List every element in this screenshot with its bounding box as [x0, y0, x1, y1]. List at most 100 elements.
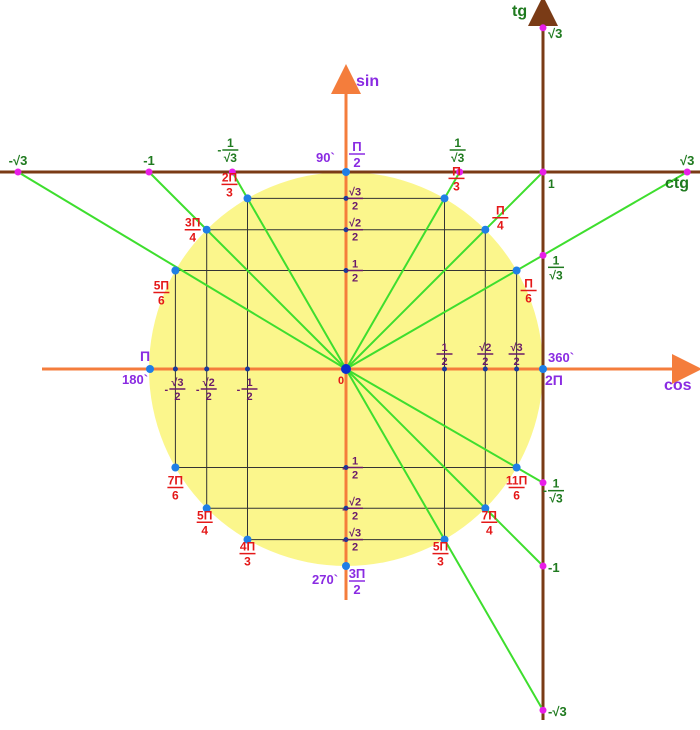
angle-label: 5Π3	[432, 540, 449, 569]
angle-point	[202, 225, 211, 234]
cos-tick-label: √22	[477, 342, 494, 368]
sin-tick-label: √22	[347, 218, 363, 244]
tg-tick-label: -1	[548, 560, 560, 575]
cos-tick	[204, 366, 210, 372]
fraction-denominator: 2	[174, 391, 180, 403]
angle-point	[202, 504, 211, 513]
cos-tick	[442, 366, 447, 372]
fraction-sign: -	[217, 143, 221, 157]
angle-point	[243, 194, 252, 203]
ctg-tick-point	[14, 168, 22, 176]
fraction-numerator: √3	[171, 377, 183, 389]
sin-tick-label: √2 2-	[342, 496, 363, 522]
label-pi-over-2: Π2	[349, 139, 365, 170]
fraction-numerator: 2Π	[222, 170, 237, 184]
cos-tick	[482, 366, 488, 372]
tg-tick-label: -√3	[548, 704, 567, 719]
angle-ray	[345, 171, 544, 370]
cos-tick-label: 12	[436, 342, 453, 368]
sin-tick-label: 12	[347, 259, 363, 285]
ctg-tick-label: -√3	[9, 153, 28, 168]
fraction-numerator: Π	[524, 277, 533, 291]
cos-tick	[172, 366, 178, 372]
fraction-denominator: 2	[353, 155, 360, 170]
axis-label-cos: cos	[664, 377, 692, 394]
angle-ray	[231, 171, 347, 370]
fraction-numerator: Π	[452, 164, 461, 178]
angle-point	[171, 463, 180, 472]
fraction-numerator: Π	[352, 139, 361, 154]
axis-point	[146, 365, 154, 373]
ctg-tick-label: √3	[680, 153, 694, 168]
fraction-sign: -	[342, 535, 346, 547]
fraction-denominator: 2	[352, 510, 358, 522]
tg-tick-point	[539, 479, 547, 487]
axis-label-ctg: ctg	[665, 175, 689, 192]
fraction-denominator: 4	[189, 231, 196, 245]
fraction-denominator: 6	[513, 489, 520, 503]
fraction-numerator: 7Π	[482, 508, 497, 522]
tg-tick-label: √3	[548, 26, 562, 41]
tg-tick-point	[539, 562, 547, 570]
fraction-numerator: √3	[349, 528, 361, 540]
fraction-numerator: 1	[441, 342, 447, 354]
fraction-sign: -	[342, 463, 346, 475]
fraction-numerator: Π	[496, 204, 505, 218]
fraction-denominator: 2	[482, 356, 488, 368]
sin-tick-label: √3 2-	[342, 528, 363, 554]
angle-label: 7Π6	[167, 474, 184, 503]
fraction-numerator: 4Π	[240, 540, 255, 554]
fraction-numerator: √3	[511, 342, 523, 354]
angle-point	[512, 266, 521, 275]
label-360-deg: 360`	[548, 350, 574, 365]
angle-point	[481, 504, 490, 513]
fraction-numerator: 5Π	[154, 279, 169, 293]
tg-ctg-one-label: 1	[548, 177, 555, 191]
fraction-numerator: 7Π	[168, 474, 183, 488]
fraction-denominator: 2	[352, 232, 358, 244]
axis-point	[539, 365, 547, 373]
fraction-denominator: √3	[451, 151, 465, 165]
fraction-numerator: 1	[227, 136, 234, 150]
fraction-denominator: 2	[352, 200, 358, 212]
ctg-tick-point	[683, 168, 691, 176]
label-180-deg: 180`	[122, 372, 148, 387]
fraction-denominator: 2	[352, 470, 358, 482]
fraction-numerator: 5Π	[433, 540, 448, 554]
fraction-sign: -	[237, 384, 241, 396]
fraction-denominator: 4	[497, 219, 504, 233]
angle-point	[481, 225, 490, 234]
fraction-denominator: 4	[201, 523, 208, 537]
fraction-denominator: 6	[525, 292, 532, 306]
cos-tick-label: √2 2-	[196, 377, 217, 403]
fraction-numerator: 1	[553, 253, 560, 267]
angle-label: Π4	[492, 204, 509, 233]
sin-tick	[343, 227, 349, 233]
angle-label: 2Π3	[221, 170, 238, 199]
fraction-sign: -	[165, 384, 169, 396]
sin-tick	[343, 465, 349, 470]
fraction-numerator: 1	[352, 259, 358, 271]
ctg-tick-point	[228, 168, 236, 176]
angle-label: Π6	[520, 277, 537, 306]
fraction-denominator: 2	[514, 356, 520, 368]
angle-point	[243, 535, 252, 544]
fraction-sign: -	[543, 484, 547, 498]
fraction-denominator: 4	[486, 523, 493, 537]
label-2pi: 2Π	[545, 372, 563, 388]
cos-tick-label: √32	[508, 342, 525, 368]
fraction-denominator: √3	[549, 492, 563, 506]
fraction-denominator: 3	[453, 179, 460, 193]
fraction-sign: -	[342, 503, 346, 515]
angle-point	[440, 535, 449, 544]
angle-ray	[345, 368, 544, 567]
angle-ray	[148, 171, 347, 370]
fraction-denominator: 2	[246, 391, 252, 403]
fraction-denominator: √3	[549, 268, 563, 282]
fraction-denominator: 2	[352, 273, 358, 285]
angle-label: 7Π4	[481, 508, 498, 537]
fraction-denominator: 3	[226, 185, 233, 199]
fraction-numerator: √3	[349, 186, 361, 198]
